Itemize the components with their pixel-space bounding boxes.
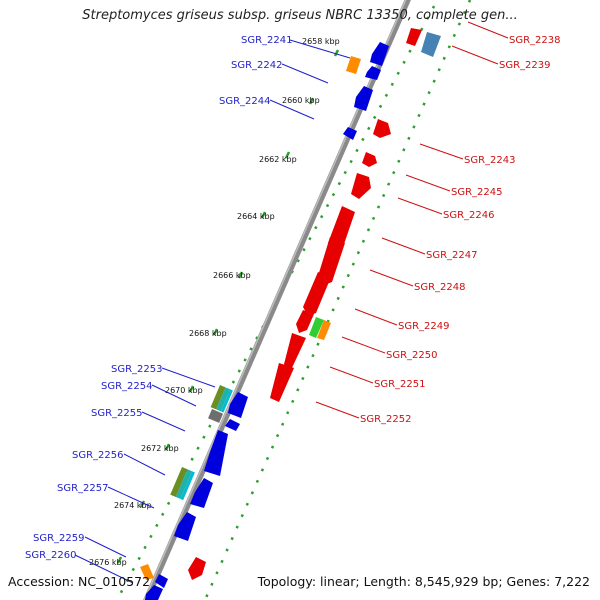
gene-arrow-forward[interactable] <box>373 119 391 138</box>
gene-label-right[interactable]: SGR_2247 <box>426 250 478 261</box>
gene-label-right[interactable]: SGR_2239 <box>499 60 551 71</box>
right-leader-lines <box>315 21 509 419</box>
map-title: Streptomyces griseus subsp. griseus NBRC… <box>82 8 518 23</box>
gene-domain-cyan[interactable] <box>180 471 195 501</box>
gene-domain-olive[interactable] <box>210 385 226 410</box>
gene-label-right[interactable]: SGR_2246 <box>443 210 495 221</box>
gene-label-left[interactable]: SGR_2259 <box>33 533 85 544</box>
gene-label-right[interactable]: SGR_2238 <box>509 35 561 46</box>
gene-arrow-forward[interactable] <box>317 320 331 340</box>
gene-label-right[interactable]: SGR_2248 <box>414 282 466 293</box>
gene-label-left[interactable]: SGR_2244 <box>219 96 271 107</box>
gene-arrow-reverse[interactable] <box>145 585 163 600</box>
gene-domain-cyan[interactable] <box>220 389 233 413</box>
scale-label: 2674 kbp <box>114 501 152 510</box>
gene-label-right[interactable]: SGR_2251 <box>374 379 426 390</box>
gene-label-right[interactable]: SGR_2252 <box>360 414 412 425</box>
gene-arrow-reverse[interactable] <box>343 127 357 140</box>
gene-arrow-reverse[interactable] <box>346 56 361 74</box>
scale-labels: 2658 kbp 2660 kbp 2662 kbp 2664 kbp 2666… <box>89 37 340 567</box>
reverse-strand-genes <box>140 42 389 600</box>
scale-label: 2660 kbp <box>282 96 320 105</box>
gene-domain-grey[interactable] <box>208 409 224 423</box>
genome-summary-text: Topology: linear; Length: 8,545,929 bp; … <box>257 574 590 589</box>
left-gene-labels: SGR_2241 SGR_2242 SGR_2244 SGR_2253 SGR_… <box>25 35 293 561</box>
gene-label-right[interactable]: SGR_2243 <box>464 155 516 166</box>
gene-arrow-forward[interactable] <box>303 272 331 316</box>
gene-arrow-reverse[interactable] <box>155 574 168 588</box>
gene-arrow-reverse[interactable] <box>225 419 240 431</box>
scale-label: 2668 kbp <box>189 329 227 338</box>
gene-arrow-reverse[interactable] <box>174 512 196 541</box>
gene-arrow-forward[interactable] <box>270 363 294 402</box>
gene-label-right[interactable]: SGR_2249 <box>398 321 450 332</box>
accession-text: Accession: NC_010572 <box>8 574 151 589</box>
gene-arrow-reverse[interactable] <box>370 42 389 66</box>
scale-label: 2676 kbp <box>89 558 127 567</box>
gene-domain-teal[interactable] <box>175 469 193 499</box>
gene-label-left[interactable]: SGR_2255 <box>91 408 143 419</box>
gene-arrow-reverse[interactable] <box>354 86 373 111</box>
gene-arrow-reverse[interactable] <box>190 478 213 508</box>
gene-label-left[interactable]: SGR_2256 <box>72 450 124 461</box>
gene-arrow-reverse[interactable] <box>365 66 381 80</box>
forward-strand-genes <box>188 28 441 580</box>
gene-label-left[interactable]: SGR_2253 <box>111 364 163 375</box>
domain-genes-left <box>170 385 233 501</box>
gene-arrow-forward[interactable] <box>188 557 206 580</box>
scale-label: 2672 kbp <box>141 444 179 453</box>
left-dotted-track <box>115 0 439 600</box>
gene-label-left[interactable]: SGR_2242 <box>231 60 283 71</box>
gene-arrow-forward[interactable] <box>318 237 345 285</box>
scale-label: 2670 kbp <box>165 386 203 395</box>
gene-arrow-forward[interactable] <box>406 28 422 46</box>
gene-arrow-reverse[interactable] <box>204 430 228 476</box>
gene-arrow-reverse[interactable] <box>228 392 248 418</box>
gene-label-left[interactable]: SGR_2257 <box>57 483 109 494</box>
gene-label-left[interactable]: SGR_2241 <box>241 35 293 46</box>
scale-label: 2658 kbp <box>302 37 340 46</box>
gene-domain-olive[interactable] <box>170 467 188 497</box>
gene-arrow-forward[interactable] <box>309 317 324 338</box>
right-dotted-track <box>203 0 472 600</box>
gene-arrow-forward[interactable] <box>421 32 441 57</box>
gene-arrow-forward[interactable] <box>296 310 314 333</box>
gene-arrow-forward[interactable] <box>362 152 377 167</box>
scale-label: 2666 kbp <box>213 271 251 280</box>
scale-ticks <box>116 49 340 564</box>
gene-label-left[interactable]: SGR_2260 <box>25 550 77 561</box>
gene-label-right[interactable]: SGR_2250 <box>386 350 438 361</box>
gene-domain-teal[interactable] <box>216 387 231 412</box>
gene-label-right[interactable]: SGR_2245 <box>451 187 503 198</box>
gene-arrow-forward[interactable] <box>283 333 306 372</box>
scale-label: 2662 kbp <box>259 155 297 164</box>
scale-label: 2664 kbp <box>237 212 275 221</box>
gene-label-left[interactable]: SGR_2254 <box>101 381 153 392</box>
left-leader-lines <box>74 39 351 584</box>
gene-arrow-forward[interactable] <box>351 173 371 199</box>
right-gene-labels: SGR_2238 SGR_2239 SGR_2243 SGR_2245 SGR_… <box>360 35 561 425</box>
gene-arrow-reverse[interactable] <box>140 564 154 580</box>
